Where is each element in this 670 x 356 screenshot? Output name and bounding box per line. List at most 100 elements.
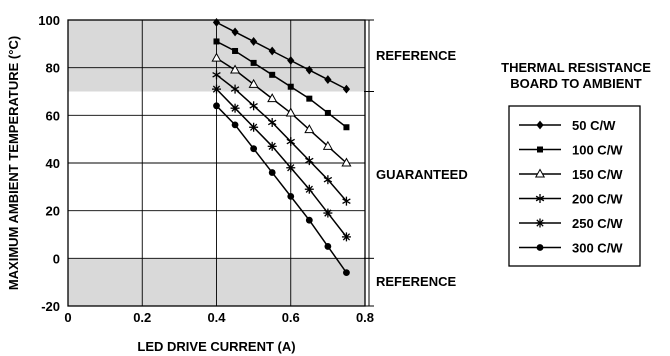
y-tick-label: 60 [46,108,60,123]
data-point-150-c-w [285,107,296,117]
data-point-300-c-w [250,145,258,153]
data-point-100-c-w [213,38,220,45]
data-point-50-c-w [250,37,258,46]
data-point-50-c-w [342,84,351,94]
legend-item: 200 C/W [519,192,623,207]
data-point-300-c-w [231,121,239,129]
x-tick-label: 0.6 [282,310,300,325]
data-point-50-c-w [212,17,221,27]
data-point-100-c-w [269,71,276,78]
zone-label-guaranteed: GUARANTEED [376,167,468,182]
data-point-50-c-w [324,75,332,84]
data-point-300-c-w [287,192,295,200]
legend-items: 50 C/W 100 C/W 150 C/W 200 C/W 250 C/W 300 C/… [519,118,623,256]
legend-title-line-2: BOARD TO AMBIENT [510,76,642,91]
legend-label: 50 C/W [572,118,616,133]
legend: THERMAL RESISTANCE BOARD TO AMBIENT 50 C… [501,60,651,267]
series-200-c-w [212,70,351,206]
zone-labels: REFERENCE GUARANTEED REFERENCE [376,48,468,289]
series-line-200-c-w [216,74,348,202]
legend-swatch-marker [537,146,543,153]
x-tick-label: 0.4 [207,310,226,325]
legend-box [508,105,641,267]
series-150-c-w [211,52,352,167]
data-point-300-c-w [213,102,220,110]
series-100-c-w [213,38,350,131]
data-point-150-c-w [322,140,333,150]
data-point-300-c-w [324,243,332,250]
x-tick-label: 0.8 [356,310,374,325]
data-point-300-c-w [268,169,276,176]
legend-swatch-marker [534,168,546,178]
data-point-250-c-w [341,232,351,242]
data-point-150-c-w [304,124,315,134]
data-point-200-c-w [286,137,295,147]
data-point-250-c-w [249,122,259,132]
data-point-200-c-w [230,84,240,94]
data-point-250-c-w [267,141,277,151]
legend-swatch-marker [535,194,545,203]
legend-label: 300 C/W [572,241,623,256]
data-point-250-c-w [323,208,333,218]
axis-ticks: 0 0.2 0.4 0.6 0.8 -20 0 20 40 60 80 100 [38,13,374,325]
series-50-c-w [212,17,351,94]
data-point-150-c-w [248,78,259,88]
y-tick-label: 80 [46,61,60,76]
zone-label-reference: REFERENCE [376,48,457,63]
x-tick-label: 0.2 [133,310,151,325]
series-line-100-c-w [216,40,347,128]
data-point-200-c-w [212,70,221,80]
legend-label: 200 C/W [572,192,623,207]
x-tick-label: 0 [64,310,71,325]
legend-label: 150 C/W [572,167,623,182]
data-point-100-c-w [232,47,239,54]
data-point-250-c-w [230,103,240,113]
data-point-300-c-w [343,269,350,277]
data-point-250-c-w [286,163,296,173]
data-point-50-c-w [287,56,295,65]
data-point-100-c-w [343,124,350,131]
y-tick-label: 100 [38,13,60,28]
x-axis-title: LED DRIVE CURRENT (A) [137,339,295,354]
legend-title-line-1: THERMAL RESISTANCE [501,60,651,75]
legend-item: 250 C/W [519,216,623,231]
legend-label: 100 C/W [572,143,623,158]
zone-bracket [364,19,374,307]
data-point-50-c-w [305,65,313,75]
legend-swatch-marker [536,244,544,251]
data-point-100-c-w [306,95,313,102]
data-point-200-c-w [323,175,333,185]
data-point-250-c-w [212,84,221,94]
legend-item: 150 C/W [519,167,623,182]
y-tick-label: 20 [46,204,60,219]
series-line-300-c-w [215,105,348,274]
data-point-50-c-w [231,27,239,37]
y-axis-title: MAXIMUM AMBIENT TEMPERATURE (°C) [6,36,21,290]
data-point-150-c-w [267,93,278,103]
data-point-100-c-w [287,83,294,90]
data-point-200-c-w [305,156,314,166]
zone-label-reference: REFERENCE [376,274,457,289]
legend-label: 250 C/W [572,216,623,231]
data-point-200-c-w [342,196,351,206]
legend-item: 100 C/W [519,143,623,158]
legend-swatch-marker [535,218,545,228]
series-group [211,17,352,277]
data-point-300-c-w [305,216,313,224]
y-tick-label: -20 [41,299,60,314]
data-point-50-c-w [268,46,276,56]
data-point-250-c-w [304,184,314,194]
series-line-50-c-w [216,21,347,90]
y-tick-label: 0 [53,251,60,266]
legend-item: 50 C/W [519,118,616,133]
data-point-100-c-w [250,59,257,66]
data-point-200-c-w [267,117,277,127]
data-point-200-c-w [249,101,258,111]
data-point-150-c-w [341,157,352,167]
legend-swatch-marker [536,120,544,130]
y-tick-label: 40 [46,156,60,171]
series-250-c-w [212,84,351,242]
data-point-150-c-w [211,52,222,62]
data-point-100-c-w [324,109,331,116]
